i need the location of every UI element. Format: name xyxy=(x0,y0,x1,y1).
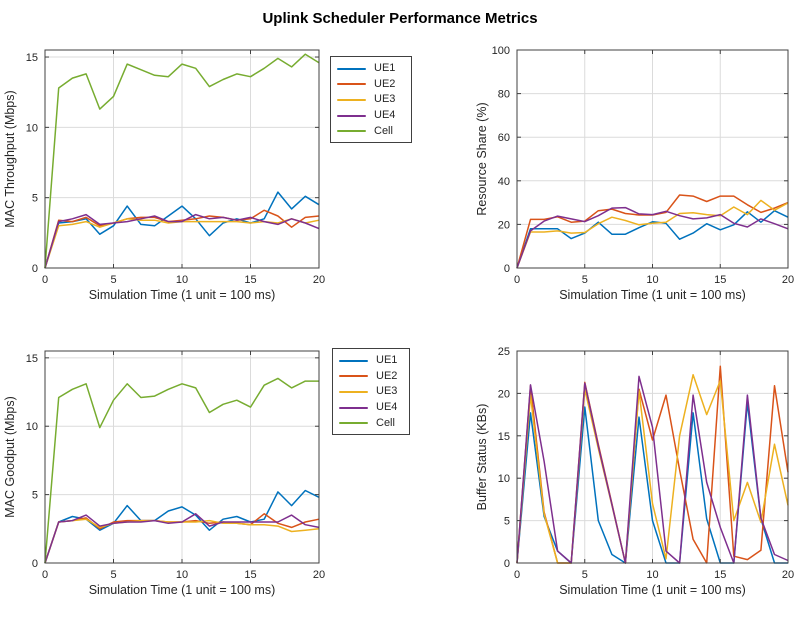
series-line-goodput-Cell xyxy=(44,377,319,564)
x-axis-label: Simulation Time (1 unit = 100 ms) xyxy=(89,288,276,302)
legend-label: UE3 xyxy=(374,93,396,106)
x-tick-label: 15 xyxy=(714,274,726,286)
series-line-buffer-UE4 xyxy=(516,375,789,564)
y-tick-label: 5 xyxy=(32,490,38,502)
legend-entry-ue4: UE4 xyxy=(339,400,404,416)
legend-entry-cell: Cell xyxy=(337,123,406,139)
x-tick-label: 0 xyxy=(514,274,520,286)
x-tick-label: 5 xyxy=(582,274,588,286)
x-tick-label: 10 xyxy=(646,569,658,581)
legend-entry-ue2: UE2 xyxy=(339,369,404,385)
legend-label: Cell xyxy=(376,416,395,429)
y-axis-label: MAC Throughput (Mbps) xyxy=(3,90,17,227)
subplot-throughput: 0 5 10 15 20 0 5 10 15 Simulation Time (1 unit = … xyxy=(3,49,325,302)
y-tick-label: 15 xyxy=(26,353,38,365)
y-tick-label: 40 xyxy=(498,176,510,188)
legend-line-sample xyxy=(339,390,368,393)
x-tick-label: 0 xyxy=(514,569,520,581)
y-axis-label: Buffer Status (KBs) xyxy=(475,404,489,511)
legend-entry-ue1: UE1 xyxy=(337,61,406,77)
series-line-resource-UE4 xyxy=(516,206,789,269)
legend-line-sample xyxy=(337,67,366,70)
x-tick-label: 10 xyxy=(176,274,188,286)
legend-goodput: UE1 UE2 UE3 UE4 Cell xyxy=(332,348,410,435)
x-tick-label: 0 xyxy=(42,274,48,286)
y-axis-label: Resource Share (%) xyxy=(475,102,489,215)
y-tick-label: 80 xyxy=(498,89,510,101)
series-line-throughput-Cell xyxy=(44,53,320,269)
legend-entry-ue1: UE1 xyxy=(339,353,404,369)
series-line-goodput-UE4 xyxy=(44,513,320,564)
x-tick-label: 0 xyxy=(42,569,48,581)
x-tick-label: 15 xyxy=(714,569,726,581)
y-tick-label: 20 xyxy=(498,388,510,400)
x-tick-label: 5 xyxy=(110,569,116,581)
legend-label: UE4 xyxy=(374,109,396,122)
series-line-goodput-UE1 xyxy=(44,489,320,564)
y-tick-label: 10 xyxy=(26,421,38,433)
x-tick-label: 20 xyxy=(313,569,325,581)
x-axis-label: Simulation Time (1 unit = 100 ms) xyxy=(89,583,276,597)
legend-label: UE1 xyxy=(374,62,396,75)
legend-line-sample xyxy=(339,406,368,409)
y-tick-label: 5 xyxy=(504,516,510,528)
x-tick-label: 20 xyxy=(782,569,794,581)
y-tick-label: 15 xyxy=(26,52,38,64)
legend-line-sample xyxy=(339,375,368,378)
x-axis-label: Simulation Time (1 unit = 100 ms) xyxy=(559,583,746,597)
series-line-resource-UE3 xyxy=(516,199,789,269)
x-tick-label: 5 xyxy=(110,274,116,286)
legend-label: Cell xyxy=(374,124,393,137)
x-tick-label: 15 xyxy=(244,569,256,581)
y-tick-label: 0 xyxy=(32,558,38,570)
y-tick-label: 25 xyxy=(498,346,510,358)
legend-entry-ue4: UE4 xyxy=(337,108,406,124)
legend-label: UE1 xyxy=(376,354,398,367)
legend-line-sample xyxy=(339,359,368,362)
x-tick-label: 5 xyxy=(582,569,588,581)
legend-entry-ue3: UE3 xyxy=(339,384,404,400)
x-tick-label: 10 xyxy=(646,274,658,286)
x-axis-label: Simulation Time (1 unit = 100 ms) xyxy=(559,288,746,302)
subplot-goodput: 0 5 10 15 20 0 5 10 15 Simulation Time (1 unit = … xyxy=(3,350,325,597)
legend-line-sample xyxy=(337,130,366,133)
legend-throughput: UE1 UE2 UE3 UE4 Cell xyxy=(330,56,412,143)
legend-entry-cell: Cell xyxy=(339,415,404,431)
legend-entry-ue2: UE2 xyxy=(337,77,406,93)
legend-line-sample xyxy=(337,114,366,117)
y-axis-label: MAC Goodput (Mbps) xyxy=(3,396,17,518)
legend-label: UE2 xyxy=(376,369,398,382)
legend-label: UE3 xyxy=(376,385,398,398)
y-tick-label: 5 xyxy=(32,193,38,205)
subplot-resource: 0 5 10 15 20 0 20 40 60 80 100 Simulation Time (1 u… xyxy=(475,45,794,302)
y-tick-label: 0 xyxy=(504,263,510,275)
y-tick-label: 0 xyxy=(504,558,510,570)
figure-title: Uplink Scheduler Performance Metrics xyxy=(262,10,538,27)
x-tick-label: 20 xyxy=(313,274,325,286)
legend-line-sample xyxy=(337,83,366,86)
subplot-buffer: 0 5 10 15 20 0 5 10 15 20 25 Simulation Time (1 uni… xyxy=(475,346,794,597)
legend-line-sample xyxy=(337,98,366,101)
y-tick-label: 20 xyxy=(498,219,510,231)
series-line-throughput-UE4 xyxy=(44,213,320,269)
y-tick-label: 15 xyxy=(498,431,510,443)
legend-label: UE4 xyxy=(376,401,398,414)
x-tick-label: 20 xyxy=(782,274,794,286)
y-tick-label: 10 xyxy=(498,473,510,485)
x-tick-label: 10 xyxy=(176,569,188,581)
y-tick-label: 60 xyxy=(498,132,510,144)
legend-label: UE2 xyxy=(374,77,396,90)
y-tick-label: 100 xyxy=(492,45,510,57)
y-tick-label: 10 xyxy=(26,122,38,134)
series-line-throughput-UE2 xyxy=(44,209,320,269)
x-tick-label: 15 xyxy=(244,274,256,286)
y-tick-label: 0 xyxy=(32,263,38,275)
legend-line-sample xyxy=(339,422,368,425)
legend-entry-ue3: UE3 xyxy=(337,92,406,108)
